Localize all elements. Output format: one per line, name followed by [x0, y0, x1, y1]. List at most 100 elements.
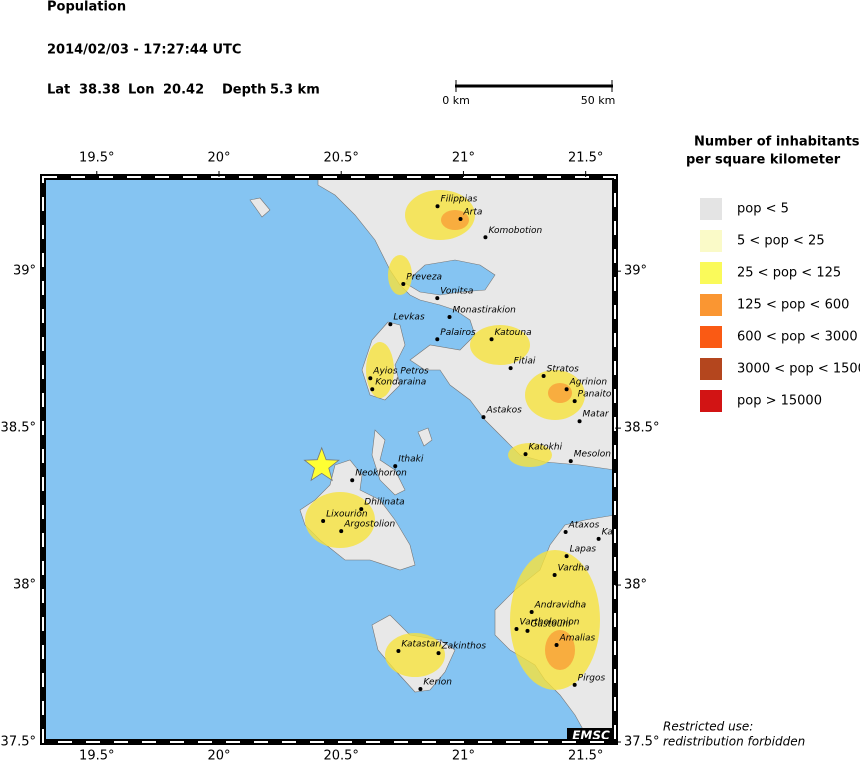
town-marker — [489, 337, 494, 342]
epicenter — [303, 446, 340, 482]
town-name: Gastouni — [530, 619, 571, 629]
legend-label: pop > 15000 — [737, 394, 822, 409]
legend-swatch — [700, 358, 722, 380]
notice: redistribution forbidden — [663, 735, 805, 749]
town-name: Agrinion — [569, 378, 608, 388]
town-name: Katokhi — [529, 443, 563, 453]
legend-swatch — [700, 230, 722, 252]
island — [417, 427, 433, 447]
town-name: Fitiai — [514, 357, 536, 367]
lon-label: 21° — [452, 749, 475, 764]
town-name: Mesolon — [574, 450, 612, 460]
lon-label: 21° — [452, 151, 475, 166]
town-name: Palairos — [440, 328, 476, 338]
lat-label: 38° — [624, 578, 647, 593]
lon-label: Lon — [128, 83, 154, 98]
town-marker — [359, 507, 364, 512]
town-marker — [596, 536, 601, 541]
town-name: Katastari — [401, 639, 442, 649]
scale-bar: 0 km 50 km — [442, 80, 615, 107]
town-name: Amalias — [559, 634, 596, 644]
town-name: Ayios Petros — [372, 367, 429, 377]
town-name: Levkas — [393, 313, 425, 323]
town-marker — [523, 452, 528, 457]
town-marker — [508, 366, 513, 371]
legend: pop < 5 5 < pop < 25 25 < pop < 125 125 < p… — [700, 198, 860, 412]
town-name: Ithaki — [398, 455, 424, 465]
town-name: Dhilinata — [364, 498, 404, 508]
town-name: Panaito — [578, 390, 612, 400]
lon-label: 20° — [207, 151, 230, 166]
town-name: Komobotion — [488, 226, 542, 236]
town-name: Vonitsa — [440, 287, 473, 297]
town-marker — [447, 314, 452, 319]
town-marker — [564, 387, 569, 392]
town-name: Stratos — [547, 365, 579, 375]
island — [249, 197, 271, 218]
town-name: Arta — [463, 208, 483, 218]
title: Population — [47, 0, 126, 15]
town-marker — [563, 530, 568, 535]
town-marker — [525, 628, 530, 633]
town-name: Lapas — [570, 545, 597, 555]
lon-value: 20.42 — [163, 83, 204, 98]
town-marker — [572, 682, 577, 687]
lat-label: 37.5° — [624, 735, 659, 750]
legend-swatch — [700, 294, 722, 316]
lat-label: Lat — [47, 83, 70, 98]
town-marker — [435, 337, 440, 342]
towns: Filippias Arta Komobotion Preveza Vonitsa Mon… — [321, 195, 613, 691]
town-name: Monastirakion — [453, 305, 517, 315]
town-marker — [572, 399, 577, 404]
legend-label: 125 < pop < 600 — [737, 298, 849, 313]
town-name: Kerion — [423, 677, 452, 687]
legend-swatch — [700, 262, 722, 284]
lon-label: 20.5° — [323, 749, 358, 764]
town-name: Kondaraina — [375, 378, 426, 388]
town-marker — [435, 296, 440, 301]
legend-label: 5 < pop < 25 — [737, 234, 825, 249]
legend-title: per square kilometer — [686, 153, 841, 168]
town-marker — [436, 651, 441, 656]
town-marker — [396, 648, 401, 653]
lat-label: 37.5° — [1, 735, 36, 750]
gulf — [404, 259, 496, 296]
town-name: Ataxos — [568, 521, 600, 531]
depth-value: 5.3 km — [270, 83, 320, 98]
lon-label: 19.5° — [79, 749, 114, 764]
legend-label: pop < 5 — [737, 202, 789, 217]
town-name: Filippias — [441, 195, 478, 205]
lon-label: 21.5° — [568, 749, 603, 764]
town-marker — [577, 419, 582, 424]
town-name: Zakinthos — [441, 642, 487, 652]
town-marker — [388, 322, 393, 327]
town-name: Neokhorion — [355, 469, 407, 479]
town-marker — [401, 282, 406, 287]
credit: EMSC — [572, 729, 610, 743]
notice: Restricted use: — [663, 720, 753, 734]
island — [371, 429, 406, 496]
town-marker — [564, 554, 569, 559]
town-name: Vartholomion — [519, 618, 579, 628]
town-marker — [514, 627, 519, 631]
density-shading — [305, 190, 600, 690]
town-name: Astakos — [485, 406, 522, 416]
town-marker — [552, 573, 557, 578]
town-marker — [483, 235, 488, 240]
town-name: Andravidha — [534, 601, 587, 611]
datetime: 2014/02/03 - 17:27:44 UTC — [47, 43, 241, 58]
lat-label: 38.5° — [1, 421, 36, 436]
town-marker — [568, 459, 573, 464]
lat-value: 38.38 — [79, 83, 120, 98]
legend-title: Number of inhabitants — [694, 135, 860, 150]
lat-label: 38° — [13, 578, 36, 593]
town-name: Ka — [602, 527, 613, 537]
town-marker — [368, 376, 373, 381]
town-name: Preveza — [406, 273, 442, 283]
town-marker — [350, 478, 355, 483]
lat-label: 39° — [624, 264, 647, 279]
legend-label: 25 < pop < 125 — [737, 266, 841, 281]
town-marker — [339, 529, 344, 534]
